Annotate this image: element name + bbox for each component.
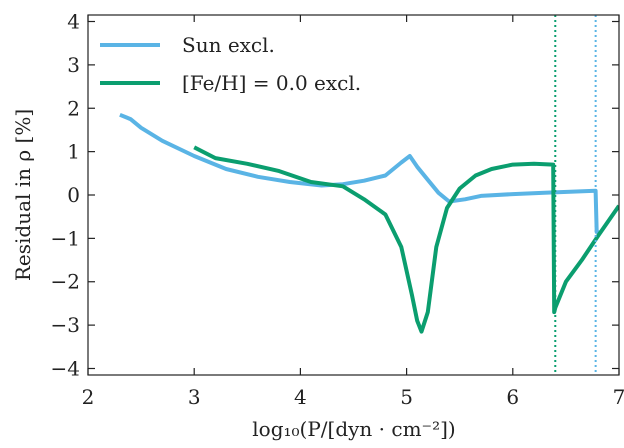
legend-label-feh-excl: [Fe/H] = 0.0 excl. (182, 71, 361, 95)
y-tick-label-2: −2 (51, 270, 80, 294)
x-tick-label-3: 5 (400, 385, 413, 409)
x-tick-label-4: 6 (506, 385, 519, 409)
tick-layer: 2 3 4 5 6 7 −4 −3 −2 −1 0 1 2 3 4 (51, 10, 624, 409)
series-layer (119, 112, 619, 334)
vline-layer (554, 15, 597, 375)
y-tick-label-0: −4 (51, 356, 80, 380)
series-line-1 (193, 145, 619, 334)
y-tick-label-7: 3 (67, 53, 80, 77)
x-tick-label-5: 7 (613, 385, 624, 409)
series-line-0 (119, 112, 600, 234)
x-axis-label: log₁₀(P/[dyn · cm⁻²]) (252, 417, 455, 441)
y-tick-label-3: −1 (51, 226, 80, 250)
y-tick-label-8: 4 (67, 10, 80, 34)
y-tick-label-4: 0 (67, 183, 80, 207)
y-tick-label-6: 2 (67, 96, 80, 120)
y-tick-label-1: −3 (51, 313, 80, 337)
x-tick-label-2: 4 (294, 385, 307, 409)
y-tick-label-5: 1 (67, 140, 80, 164)
legend: Sun excl. [Fe/H] = 0.0 excl. (100, 33, 361, 95)
x-tick-label-1: 3 (188, 385, 201, 409)
x-tick-label-0: 2 (82, 385, 95, 409)
y-axis-label: Residual in ρ [%] (11, 109, 35, 281)
legend-label-sun-excl: Sun excl. (182, 33, 275, 57)
